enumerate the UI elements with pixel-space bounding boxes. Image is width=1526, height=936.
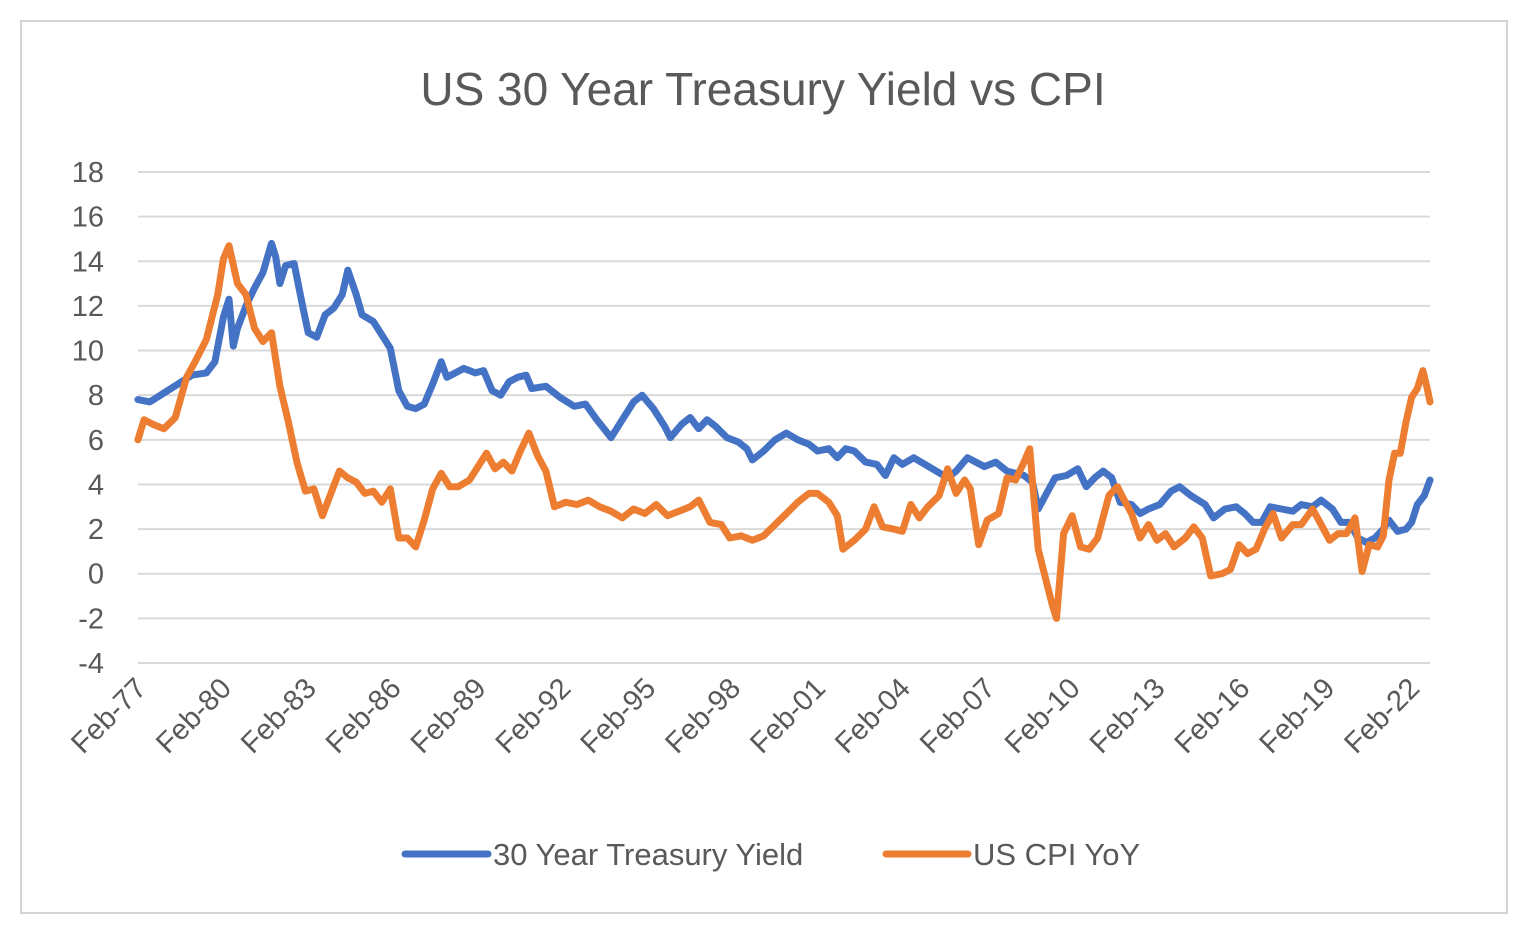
x-tick-label: Feb-95 bbox=[575, 672, 663, 760]
legend-label-treasury-yield: 30 Year Treasury Yield bbox=[493, 837, 803, 872]
x-tick-label: Feb-83 bbox=[235, 672, 323, 760]
legend-label-cpi-yoy: US CPI YoY bbox=[973, 837, 1140, 872]
y-tick-label: 0 bbox=[88, 559, 104, 591]
x-tick-label: Feb-01 bbox=[744, 672, 832, 760]
x-tick-label: Feb-98 bbox=[659, 672, 747, 760]
series-line-treasury-yield bbox=[134, 239, 1434, 546]
x-tick-label: Feb-16 bbox=[1169, 672, 1257, 760]
gridlines bbox=[138, 171, 1430, 664]
y-tick-label: 2 bbox=[88, 514, 104, 546]
x-tick-label: Feb-92 bbox=[490, 672, 578, 760]
y-tick-label: 14 bbox=[72, 246, 104, 278]
x-tick-label: Feb-07 bbox=[914, 672, 1002, 760]
chart-title: US 30 Year Treasury Yield vs CPI bbox=[420, 63, 1105, 115]
x-tick-label: Feb-89 bbox=[405, 672, 493, 760]
y-tick-label: 10 bbox=[72, 336, 104, 368]
x-tick-label: Feb-86 bbox=[320, 672, 408, 760]
x-tick-label: Feb-22 bbox=[1338, 672, 1426, 760]
x-tick-label: Feb-77 bbox=[65, 672, 153, 760]
x-tick-label: Feb-04 bbox=[829, 672, 917, 760]
x-tick-label: Feb-19 bbox=[1254, 672, 1342, 760]
x-axis-tick-labels: Feb-77Feb-80Feb-83Feb-86Feb-89Feb-92Feb-… bbox=[65, 672, 1426, 760]
x-tick-label: Feb-10 bbox=[999, 672, 1087, 760]
y-tick-label: 12 bbox=[72, 291, 104, 323]
y-tick-label: 18 bbox=[72, 157, 104, 189]
y-axis-tick-labels: 18 16 14 12 10 8 6 4 2 0 -2 -4 bbox=[72, 157, 104, 680]
y-tick-label: 16 bbox=[72, 202, 104, 234]
legend: 30 Year Treasury Yield US CPI YoY bbox=[401, 837, 1140, 872]
series-lines bbox=[134, 239, 1434, 622]
x-tick-label: Feb-13 bbox=[1084, 672, 1172, 760]
y-tick-label: -2 bbox=[78, 603, 104, 635]
x-tick-label: Feb-80 bbox=[150, 672, 238, 760]
chart-frame bbox=[20, 20, 1508, 914]
y-tick-label: 8 bbox=[88, 380, 104, 412]
y-tick-label: -4 bbox=[78, 648, 104, 680]
y-tick-label: 4 bbox=[88, 469, 104, 501]
y-tick-label: 6 bbox=[88, 425, 104, 457]
series-line-cpi-yoy bbox=[134, 242, 1434, 622]
